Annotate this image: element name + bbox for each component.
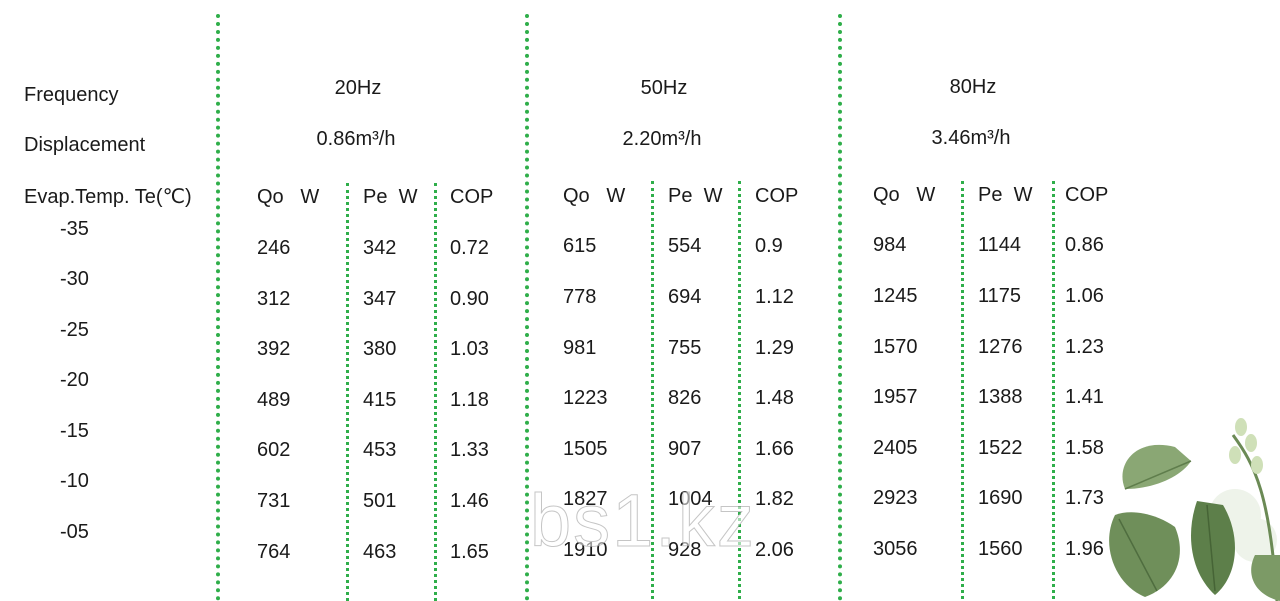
cop-value: 1.29 [755, 337, 794, 359]
leaf-flower-icon [1109, 418, 1280, 601]
pe-value: 1690 [978, 487, 1023, 509]
column-divider [651, 181, 654, 599]
group-frequency: 20Hz [334, 77, 382, 99]
pe-value: 1004 [668, 488, 713, 510]
header-cop: COP [1065, 184, 1109, 206]
cop-value: 1.12 [755, 286, 794, 308]
group-divider [838, 14, 842, 601]
pe-value: 1175 [978, 285, 1022, 307]
pe-value: 463 [363, 541, 397, 563]
column-divider [1052, 181, 1055, 599]
qo-value: 1245 [873, 285, 918, 307]
qo-value: 246 [257, 237, 291, 259]
qo-value: 764 [257, 541, 291, 563]
qo-value: 1957 [873, 386, 918, 408]
temp-value: -20 [60, 369, 89, 391]
temp-value: -25 [60, 319, 89, 341]
temp-value: -35 [60, 218, 89, 240]
group-divider [525, 14, 529, 601]
column-divider [434, 183, 437, 601]
temp-value: -30 [60, 268, 89, 290]
cop-value: 1.33 [450, 439, 489, 461]
pe-value: 826 [668, 387, 702, 409]
displacement-label: Displacement [24, 134, 146, 156]
qo-value: 1570 [873, 336, 918, 358]
cop-value: 2.06 [755, 539, 794, 561]
group-divider [216, 14, 220, 601]
pe-value: 928 [668, 539, 702, 561]
group-frequency: 50Hz [640, 77, 688, 99]
header-pe: Pe W [363, 186, 418, 208]
qo-value: 3056 [873, 538, 918, 560]
pe-value: 453 [363, 439, 397, 461]
cop-value: 1.06 [1065, 285, 1104, 307]
qo-value: 2405 [873, 437, 918, 459]
cop-value: 1.18 [450, 389, 489, 411]
qo-value: 2923 [873, 487, 918, 509]
column-divider [738, 181, 741, 599]
qo-value: 615 [563, 235, 597, 257]
qo-value: 984 [873, 234, 907, 256]
qo-value: 602 [257, 439, 291, 461]
cop-value: 0.86 [1065, 234, 1104, 256]
cop-value: 1.03 [450, 338, 489, 360]
pe-value: 1276 [978, 336, 1023, 358]
pe-value: 342 [363, 237, 397, 259]
cop-value: 1.82 [755, 488, 794, 510]
group-displacement: 3.46m³/h [931, 127, 1011, 149]
header-pe: Pe W [668, 185, 723, 207]
header-qo: Qo W [563, 185, 626, 207]
cop-value: 1.66 [755, 438, 794, 460]
pe-value: 1560 [978, 538, 1023, 560]
pe-value: 554 [668, 235, 702, 257]
pe-value: 694 [668, 286, 702, 308]
cop-value: 1.58 [1065, 437, 1104, 459]
qo-value: 489 [257, 389, 291, 411]
qo-value: 981 [563, 337, 597, 359]
qo-value: 1827 [563, 488, 608, 510]
pe-value: 415 [363, 389, 397, 411]
temp-value: -10 [60, 470, 89, 492]
header-pe: Pe W [978, 184, 1033, 206]
group-frequency: 80Hz [949, 76, 997, 98]
frequency-label: Frequency [24, 84, 119, 106]
qo-value: 1223 [563, 387, 608, 409]
cop-value: 0.90 [450, 288, 489, 310]
cop-value: 0.72 [450, 237, 489, 259]
column-divider [346, 183, 349, 601]
pe-value: 347 [363, 288, 397, 310]
qo-value: 778 [563, 286, 597, 308]
header-cop: COP [755, 185, 799, 207]
temp-value: -15 [60, 420, 89, 442]
header-qo: Qo W [257, 186, 320, 208]
pe-value: 501 [363, 490, 397, 512]
qo-value: 1505 [563, 438, 608, 460]
cop-value: 1.23 [1065, 336, 1104, 358]
group-displacement: 2.20m³/h [622, 128, 702, 150]
cop-value: 1.65 [450, 541, 489, 563]
pe-value: 1144 [978, 234, 1022, 256]
qo-value: 312 [257, 288, 291, 310]
cop-value: 1.41 [1065, 386, 1104, 408]
qo-value: 731 [257, 490, 291, 512]
header-qo: Qo W [873, 184, 936, 206]
qo-value: 1910 [563, 539, 608, 561]
pe-value: 1522 [978, 437, 1023, 459]
pe-value: 907 [668, 438, 702, 460]
column-divider [961, 181, 964, 599]
header-cop: COP [450, 186, 494, 208]
cop-value: 0.9 [755, 235, 783, 257]
pe-value: 755 [668, 337, 702, 359]
group-displacement: 0.86m³/h [316, 128, 396, 150]
cop-value: 1.48 [755, 387, 794, 409]
cop-value: 1.73 [1065, 487, 1104, 509]
evap-temp-label: Evap.Temp. Te(℃) [24, 186, 192, 208]
pe-value: 1388 [978, 386, 1023, 408]
pe-value: 380 [363, 338, 397, 360]
cop-value: 1.96 [1065, 538, 1104, 560]
temp-value: -05 [60, 521, 89, 543]
cop-value: 1.46 [450, 490, 489, 512]
qo-value: 392 [257, 338, 291, 360]
